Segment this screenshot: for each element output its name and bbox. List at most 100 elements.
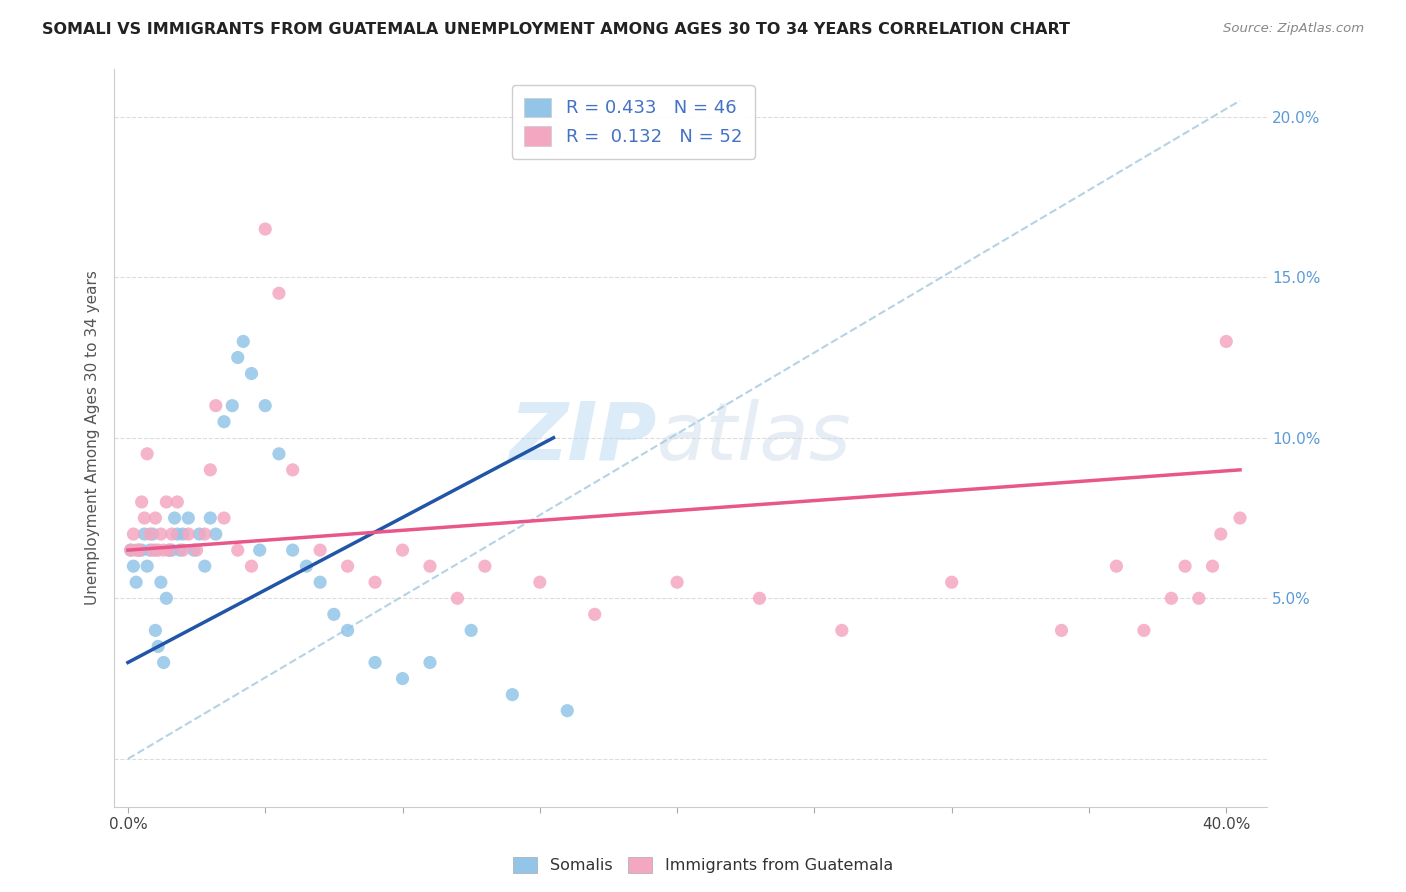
- Point: [364, 656, 387, 670]
- Point: [1229, 511, 1251, 525]
- Point: [1215, 334, 1237, 349]
- Text: atlas: atlas: [657, 399, 851, 476]
- Point: [128, 543, 150, 558]
- Point: [1105, 559, 1128, 574]
- Point: [666, 575, 689, 590]
- Point: [136, 559, 159, 574]
- Point: [322, 607, 344, 622]
- Point: [460, 624, 482, 638]
- Point: [172, 527, 194, 541]
- Point: [267, 447, 290, 461]
- Point: [474, 559, 496, 574]
- Point: [254, 222, 277, 236]
- Point: [142, 527, 165, 541]
- Point: [131, 543, 153, 558]
- Point: [391, 543, 413, 558]
- Point: [134, 527, 156, 541]
- Point: [145, 511, 167, 525]
- Point: [249, 543, 271, 558]
- Point: [145, 624, 167, 638]
- Point: [194, 559, 217, 574]
- Point: [831, 624, 853, 638]
- Point: [145, 543, 167, 558]
- Point: [419, 559, 441, 574]
- Point: [139, 527, 162, 541]
- Point: [160, 527, 183, 541]
- Point: [232, 334, 254, 349]
- Point: [177, 511, 200, 525]
- Text: SOMALI VS IMMIGRANTS FROM GUATEMALA UNEMPLOYMENT AMONG AGES 30 TO 34 YEARS CORRE: SOMALI VS IMMIGRANTS FROM GUATEMALA UNEM…: [42, 22, 1070, 37]
- Point: [281, 543, 304, 558]
- Text: ZIP: ZIP: [509, 399, 657, 476]
- Point: [267, 286, 290, 301]
- Point: [131, 495, 153, 509]
- Legend: R = 0.433   N = 46, R =  0.132   N = 52: R = 0.433 N = 46, R = 0.132 N = 52: [512, 85, 755, 159]
- Point: [336, 559, 359, 574]
- Point: [226, 543, 249, 558]
- Point: [1050, 624, 1073, 638]
- Point: [120, 543, 142, 558]
- Point: [419, 656, 441, 670]
- Point: [254, 399, 277, 413]
- Point: [204, 399, 226, 413]
- Point: [240, 559, 263, 574]
- Point: [149, 527, 172, 541]
- Point: [169, 543, 191, 558]
- Point: [309, 543, 332, 558]
- Point: [155, 495, 177, 509]
- Point: [157, 543, 180, 558]
- Point: [364, 575, 387, 590]
- Point: [152, 656, 174, 670]
- Point: [529, 575, 551, 590]
- Point: [309, 575, 332, 590]
- Point: [555, 704, 578, 718]
- Point: [212, 415, 235, 429]
- Point: [281, 463, 304, 477]
- Point: [155, 591, 177, 606]
- Point: [336, 624, 359, 638]
- Point: [136, 447, 159, 461]
- Point: [212, 511, 235, 525]
- Point: [200, 511, 222, 525]
- Point: [183, 543, 205, 558]
- Point: [120, 543, 142, 558]
- Point: [157, 543, 180, 558]
- Point: [172, 543, 194, 558]
- Point: [166, 527, 188, 541]
- Point: [1201, 559, 1223, 574]
- Point: [177, 527, 200, 541]
- Point: [122, 559, 145, 574]
- Point: [149, 575, 172, 590]
- Point: [295, 559, 318, 574]
- Point: [125, 543, 148, 558]
- Point: [125, 575, 148, 590]
- Point: [152, 543, 174, 558]
- Point: [221, 399, 243, 413]
- Point: [1188, 591, 1211, 606]
- Point: [160, 543, 183, 558]
- Point: [1174, 559, 1197, 574]
- Point: [146, 640, 169, 654]
- Point: [194, 527, 217, 541]
- Point: [128, 543, 150, 558]
- Point: [1209, 527, 1232, 541]
- Legend: Somalis, Immigrants from Guatemala: Somalis, Immigrants from Guatemala: [506, 850, 900, 880]
- Point: [186, 543, 208, 558]
- Point: [146, 543, 169, 558]
- Point: [166, 495, 188, 509]
- Point: [200, 463, 222, 477]
- Point: [134, 511, 156, 525]
- Point: [501, 688, 523, 702]
- Point: [1160, 591, 1182, 606]
- Point: [188, 527, 211, 541]
- Point: [226, 351, 249, 365]
- Y-axis label: Unemployment Among Ages 30 to 34 years: Unemployment Among Ages 30 to 34 years: [86, 270, 100, 605]
- Point: [142, 543, 165, 558]
- Point: [1133, 624, 1156, 638]
- Point: [139, 543, 162, 558]
- Point: [941, 575, 963, 590]
- Point: [204, 527, 226, 541]
- Point: [446, 591, 468, 606]
- Point: [391, 672, 413, 686]
- Text: Source: ZipAtlas.com: Source: ZipAtlas.com: [1223, 22, 1364, 36]
